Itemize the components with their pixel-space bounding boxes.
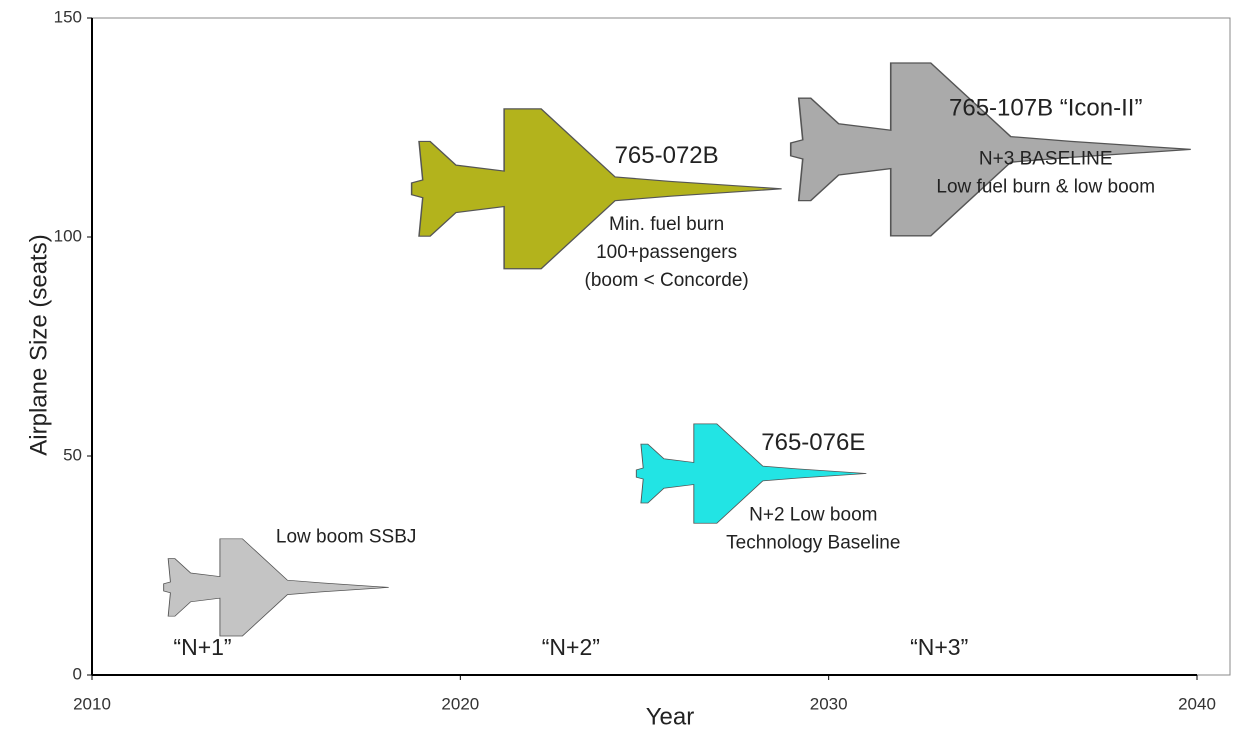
x-axis-title: Year [646, 703, 695, 730]
era-label: “N+1” [173, 634, 231, 660]
y-tick-label: 150 [54, 7, 82, 26]
airplane-note: Min. fuel burn [609, 214, 724, 235]
y-tick-label: 100 [54, 226, 82, 245]
airplane-note: Technology Baseline [726, 533, 900, 554]
airplane-note: (boom < Concorde) [585, 270, 749, 291]
airplane-note: 100+passengers [596, 242, 737, 263]
airplane-name: 765-076E [761, 429, 865, 456]
airplane-marker [635, 423, 867, 524]
era-label: “N+2” [542, 634, 600, 660]
era-label: “N+3” [910, 634, 968, 660]
y-tick-label: 50 [63, 445, 82, 464]
x-tick-label: 2030 [810, 694, 848, 713]
airplane-marker [163, 538, 389, 637]
airplane-name: Low boom SSBJ [276, 526, 416, 547]
airplane-name: 765-072B [615, 142, 719, 169]
x-tick-label: 2010 [73, 694, 111, 713]
y-tick-label: 0 [73, 664, 82, 683]
y-axis-title: Airplane Size (seats) [25, 234, 52, 455]
x-tick-label: 2040 [1178, 694, 1216, 713]
airplane-note: N+3 BASELINE [979, 148, 1113, 169]
x-tick-label: 2020 [441, 694, 479, 713]
airplane-marker [410, 108, 782, 270]
airplane-note: N+2 Low boom [749, 505, 877, 526]
airplane-marker [789, 62, 1191, 237]
airplane-note: Low fuel burn & low boom [936, 176, 1155, 197]
airplane-name: 765-107B “Icon-II” [949, 95, 1142, 122]
